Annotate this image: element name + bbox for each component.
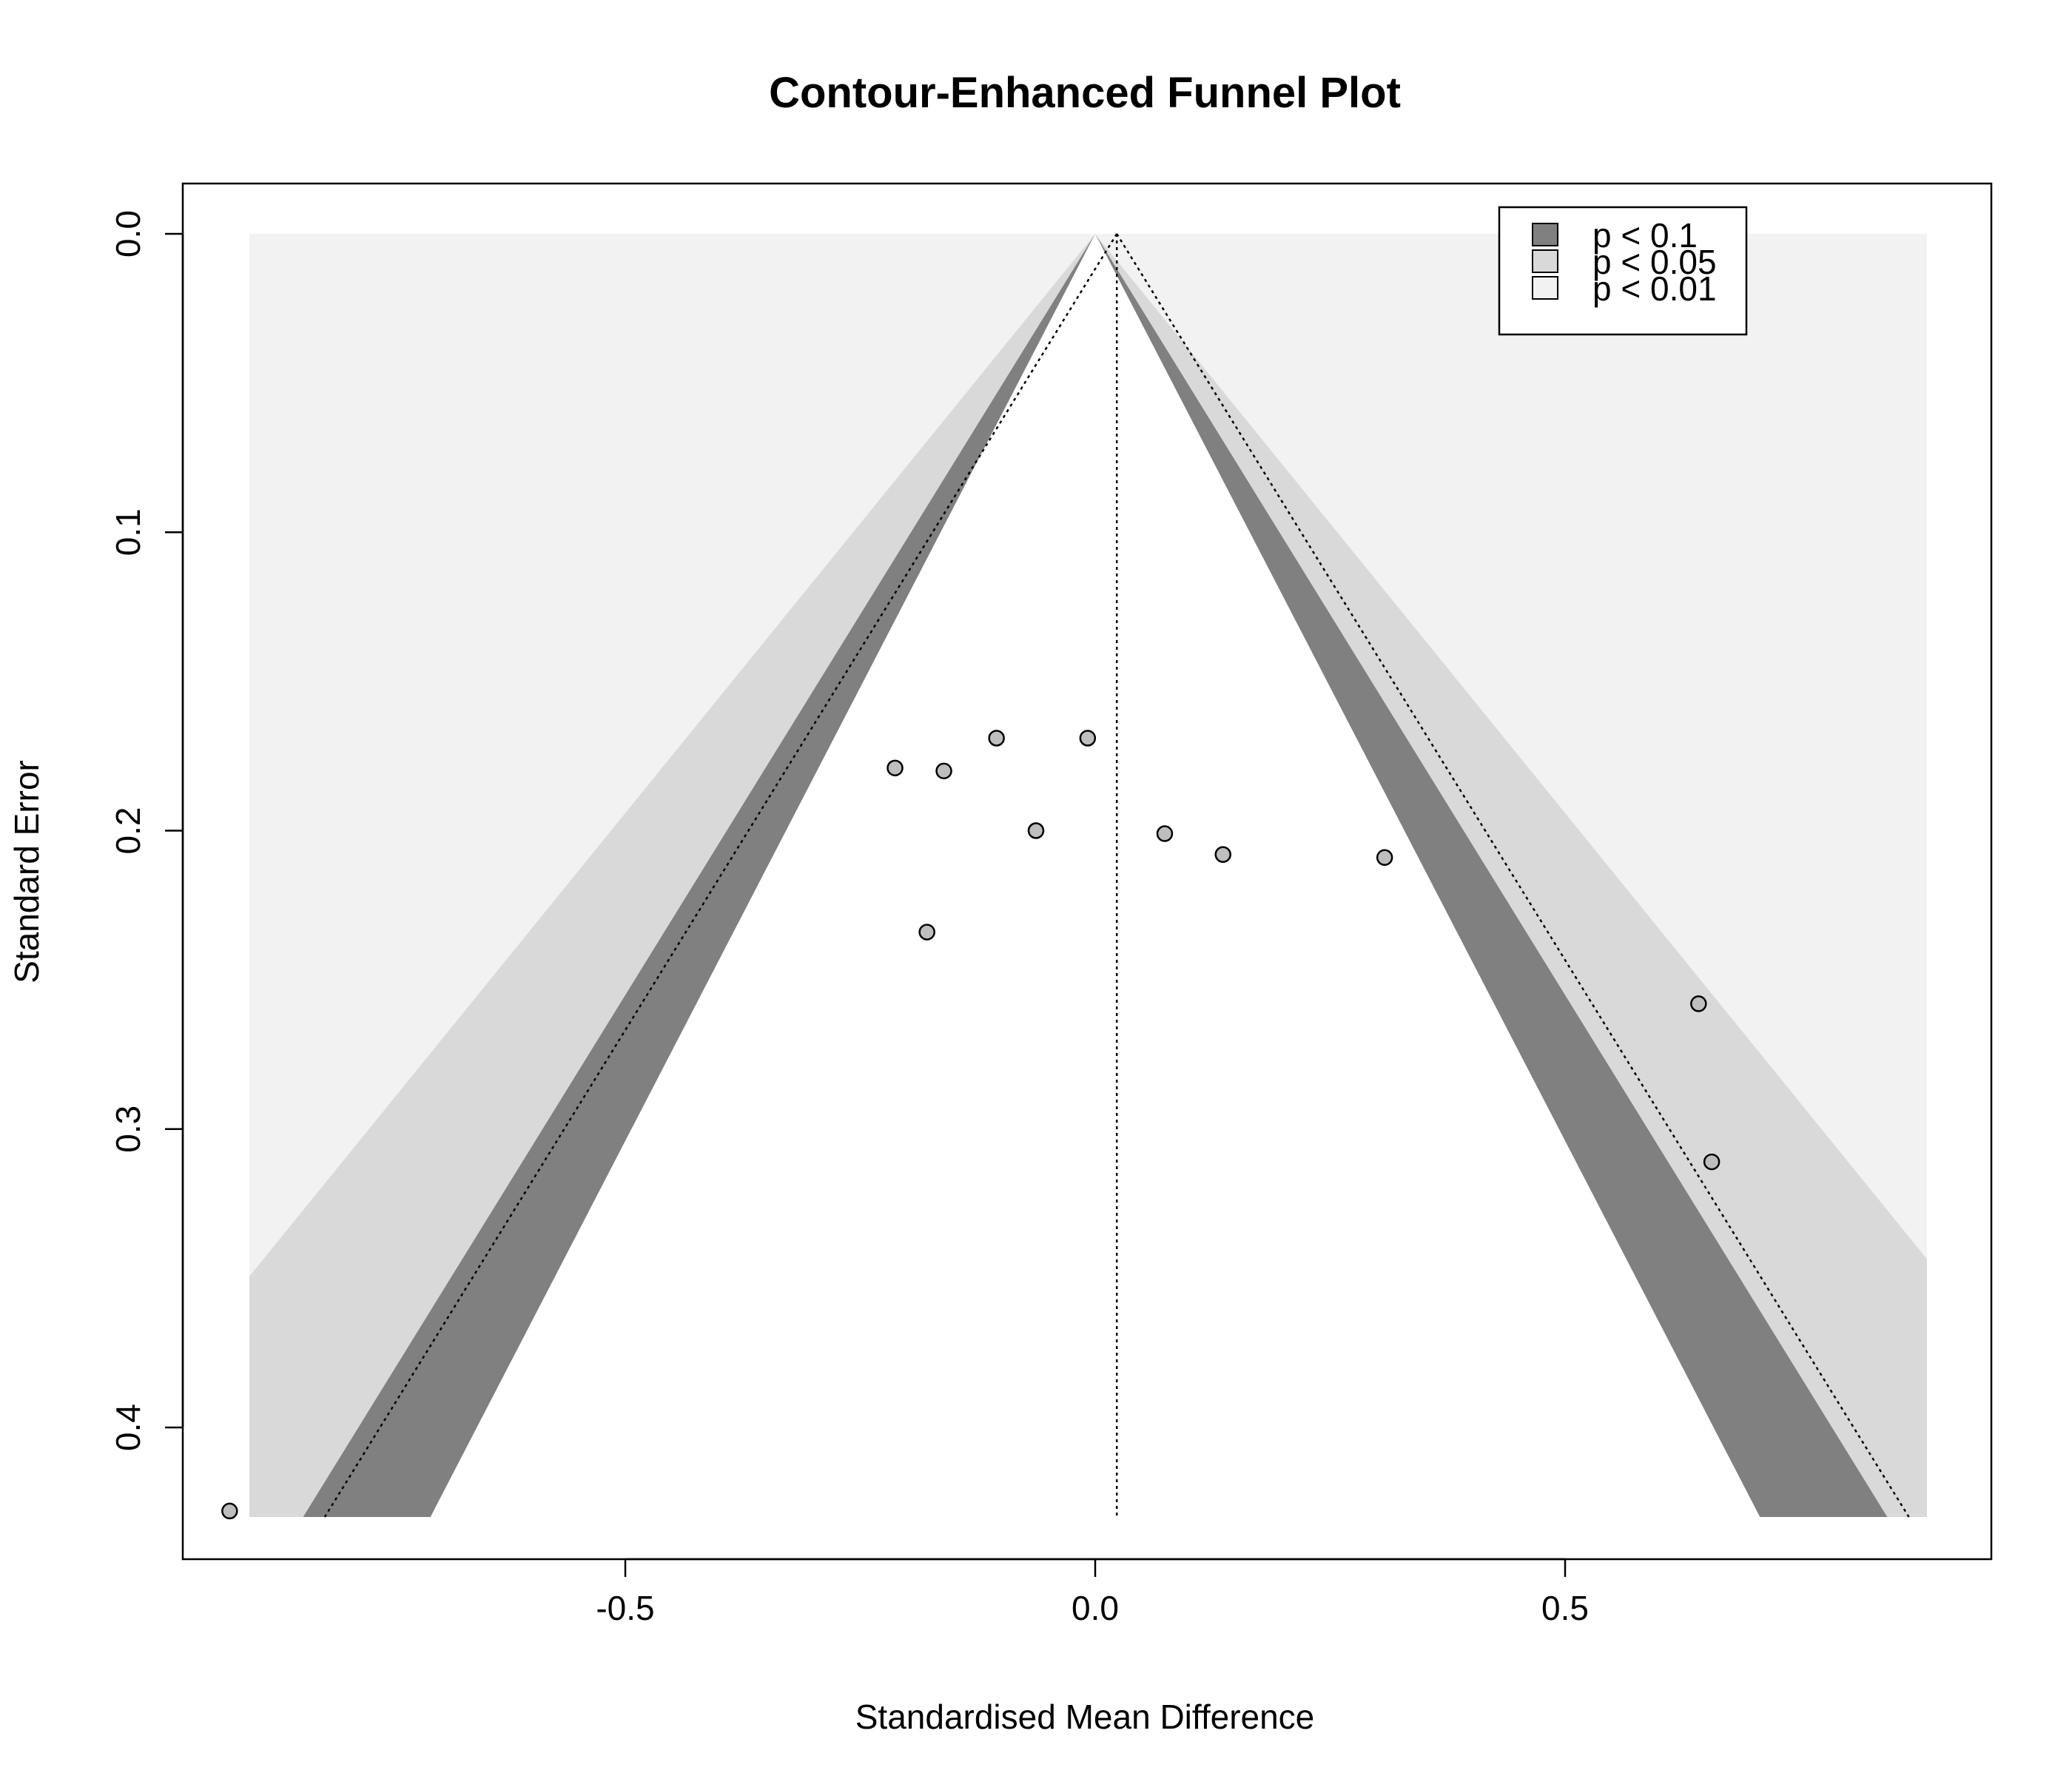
x-tick-label-2: 0.5 bbox=[1541, 1589, 1589, 1627]
contour-region-nonsignificant bbox=[430, 234, 1760, 1517]
study-point-11 bbox=[1703, 1153, 1720, 1171]
legend-label-p005: p < 0.05 bbox=[1592, 243, 1717, 281]
x-axis: -0.5 0.0 0.5 bbox=[596, 1558, 1589, 1627]
x-axis-label: Standardised Mean Difference bbox=[855, 1698, 1315, 1736]
x-tick-label-1: 0.0 bbox=[1072, 1589, 1119, 1627]
legend-swatch-p001 bbox=[1532, 276, 1558, 300]
legend-swatch-p01 bbox=[1532, 223, 1558, 246]
study-point-4 bbox=[1079, 730, 1097, 747]
y-tick-label-2: 0.2 bbox=[109, 807, 147, 855]
plot-area bbox=[221, 233, 1927, 1520]
legend-label-p001: p < 0.01 bbox=[1592, 269, 1717, 308]
legend-swatch-p005 bbox=[1532, 249, 1558, 273]
study-point-12 bbox=[221, 1502, 238, 1520]
study-point-9 bbox=[918, 924, 935, 941]
y-tick-label-1: 0.1 bbox=[109, 508, 147, 556]
study-point-3 bbox=[988, 730, 1005, 747]
study-point-8 bbox=[1376, 849, 1393, 867]
funnel-left-line bbox=[323, 233, 1118, 1518]
y-axis-label: Standard Error bbox=[7, 760, 46, 983]
study-point-7 bbox=[1214, 846, 1231, 864]
study-point-10 bbox=[1690, 995, 1707, 1012]
y-axis: 0.0 0.1 0.2 0.3 0.4 bbox=[109, 210, 184, 1451]
study-point-6 bbox=[1156, 825, 1174, 842]
chart-title: Contour-Enhanced Funnel Plot bbox=[769, 69, 1401, 117]
y-tick-label-3: 0.3 bbox=[109, 1106, 147, 1153]
legend: p < 0.1 p < 0.05 p < 0.01 bbox=[1498, 206, 1748, 336]
x-tick-label-0: -0.5 bbox=[596, 1589, 654, 1627]
legend-label-p01: p < 0.1 bbox=[1592, 216, 1698, 255]
y-tick-label-4: 0.4 bbox=[109, 1404, 147, 1451]
funnel-right-line bbox=[1116, 233, 1910, 1518]
y-tick-label-0: 0.0 bbox=[109, 210, 147, 258]
study-point-2 bbox=[935, 762, 952, 780]
study-point-1 bbox=[887, 759, 904, 777]
study-point-5 bbox=[1027, 822, 1045, 839]
